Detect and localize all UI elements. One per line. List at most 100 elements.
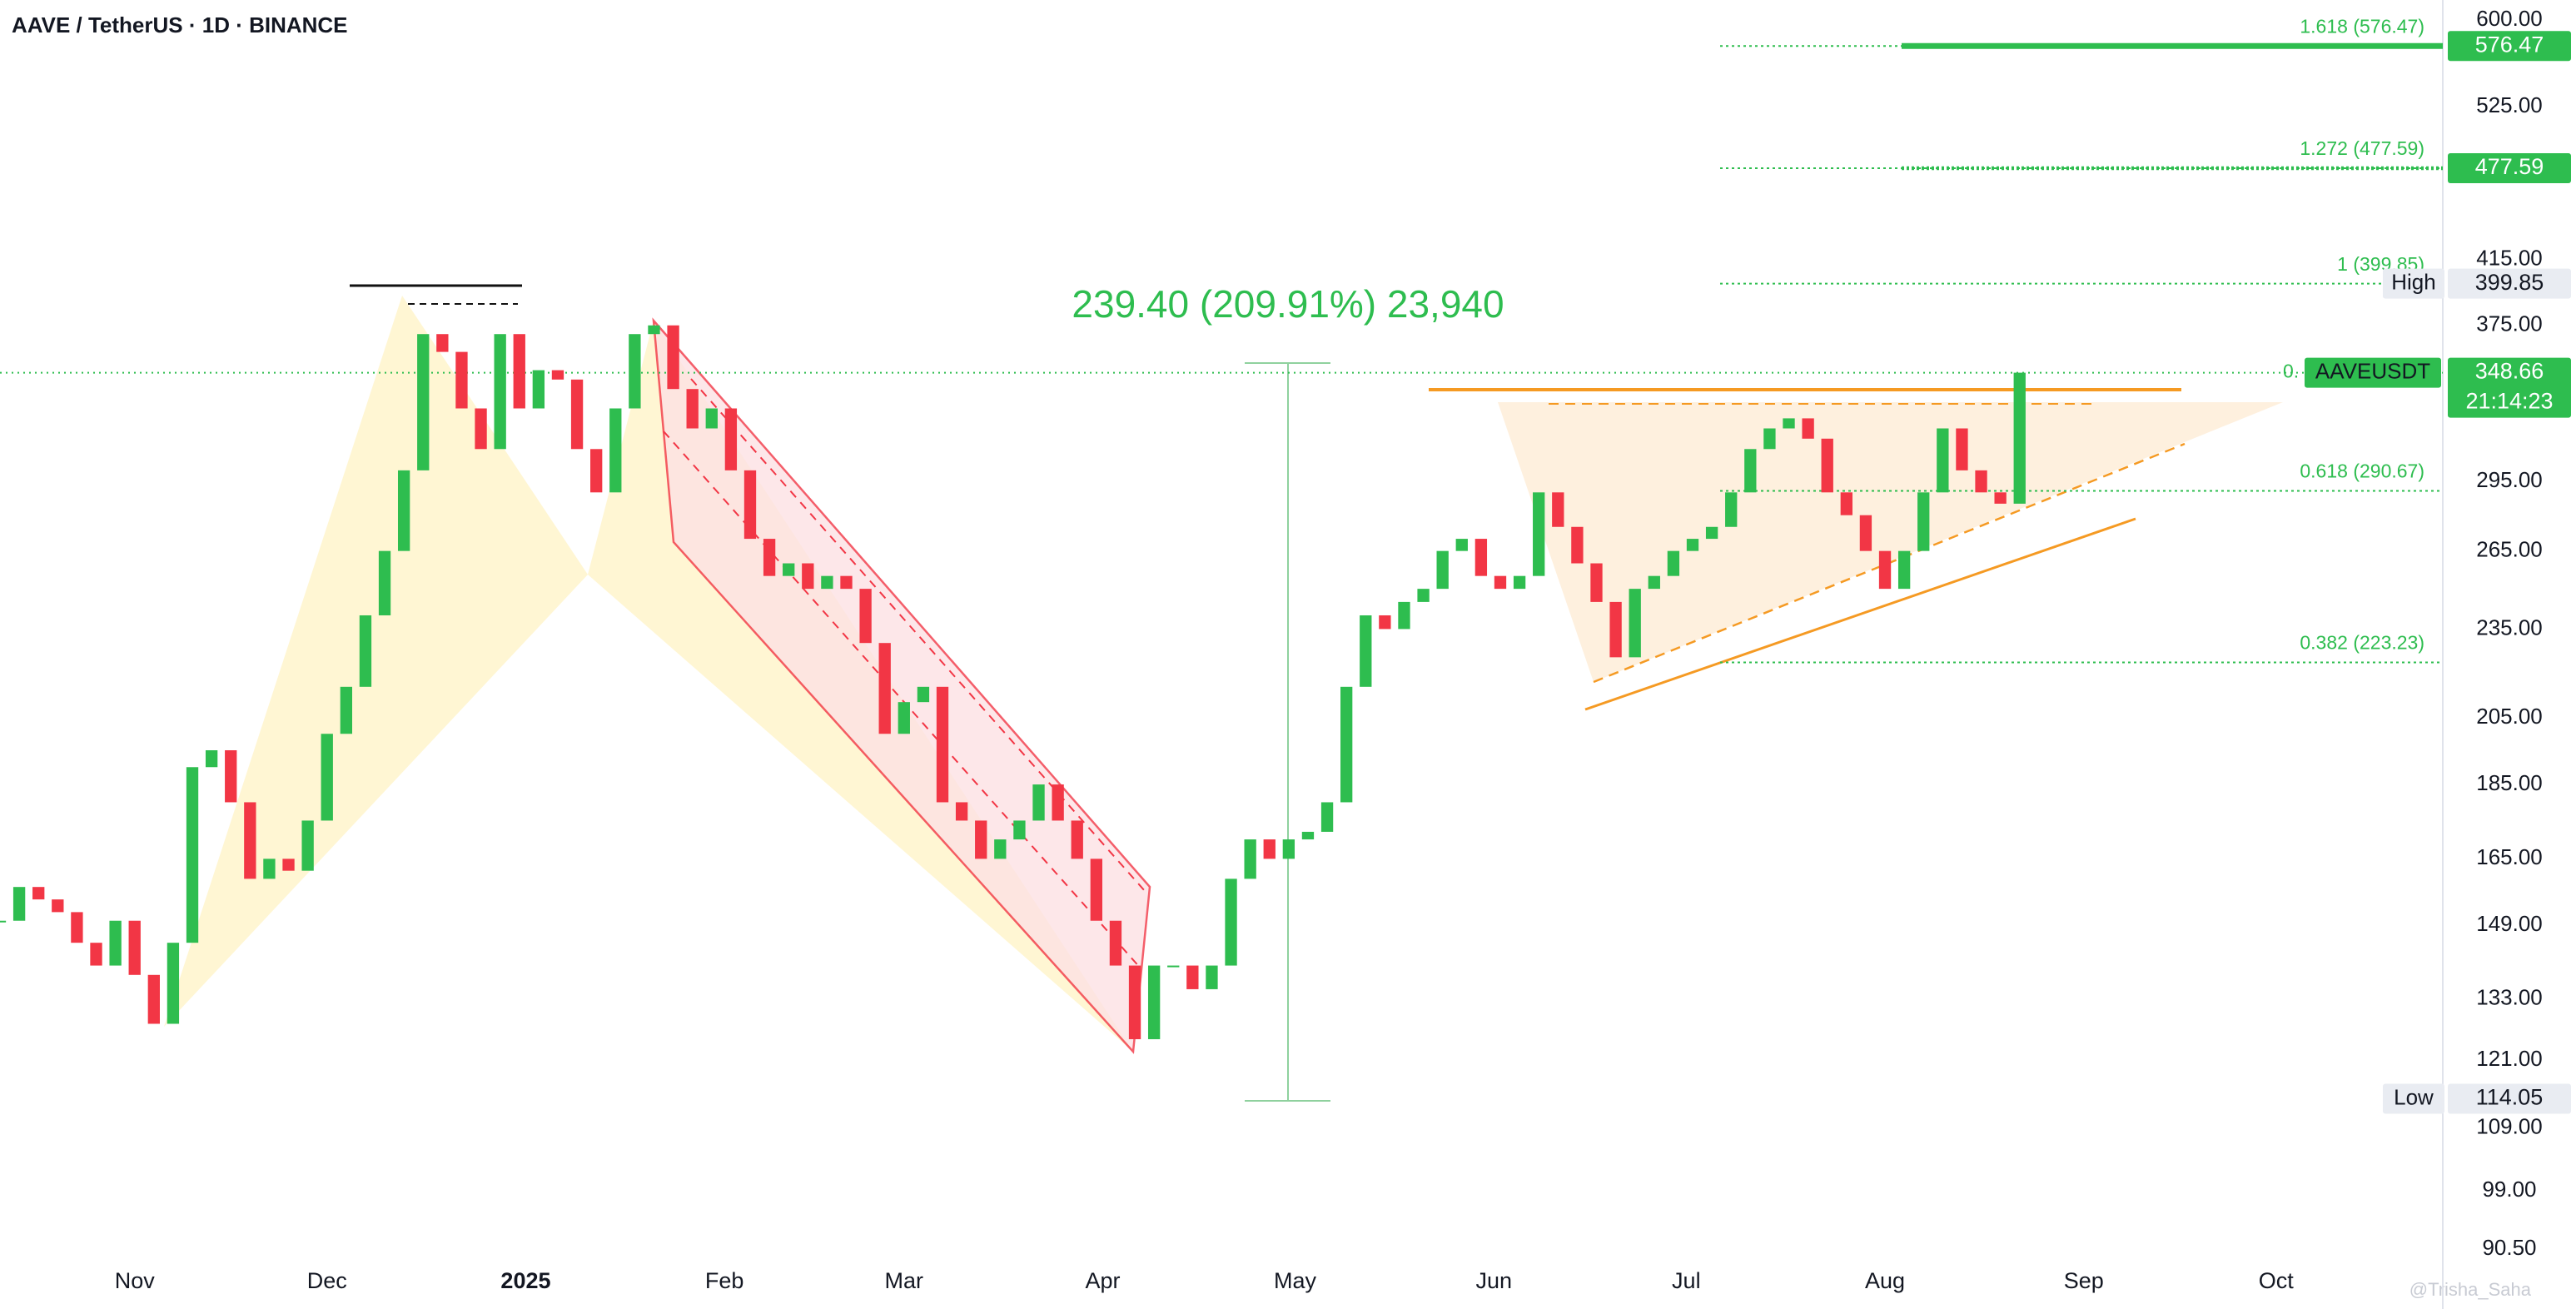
price-tag: [2448, 153, 2571, 184]
y-tick-label: 109.00: [2476, 1114, 2543, 1139]
descending-channel: [652, 317, 1151, 1054]
channel-line: [690, 378, 1146, 892]
candle-body: [975, 820, 987, 859]
y-tick-label: 165.00: [2476, 844, 2543, 869]
candle-body: [570, 379, 584, 450]
candle-body: [763, 539, 776, 576]
triangle-pattern: [1498, 402, 2283, 682]
x-tick-label: Oct: [2259, 1268, 2295, 1293]
price-tag-label: 114.05: [2476, 1085, 2544, 1110]
candle-body: [1590, 563, 1603, 602]
candle-body: [1878, 550, 1892, 590]
candle-body: [1552, 492, 1564, 527]
candle-body: [1705, 526, 1718, 540]
price-tag-label: 399.85: [2475, 270, 2544, 295]
y-tick-label: 149.00: [2476, 911, 2543, 936]
y-tick-label: 375.00: [2476, 311, 2543, 336]
candle-body: [282, 859, 295, 871]
y-tick-label: 235.00: [2476, 615, 2543, 640]
y-tick-label: 121.00: [2476, 1046, 2543, 1071]
candle-body: [1379, 615, 1391, 630]
candle-body: [494, 334, 506, 450]
y-tick-label: 133.00: [2476, 984, 2543, 1009]
price-tag: [2448, 268, 2571, 299]
x-tick-label: Jul: [1672, 1268, 1701, 1293]
y-tick-label: 295.00: [2476, 467, 2543, 492]
candle-body: [52, 899, 64, 913]
candle-body: [1648, 575, 1660, 590]
candle-body: [1109, 920, 1122, 966]
candle-body: [71, 912, 83, 943]
candle-body: [244, 802, 256, 879]
x-tick-label: Feb: [705, 1268, 744, 1293]
candle-body: [1320, 802, 1334, 832]
candle-body: [878, 643, 891, 734]
price-tag-label: 477.59: [2475, 154, 2544, 179]
candle-body: [1667, 550, 1680, 576]
candle-body: [1821, 438, 1833, 493]
x-tick-label: Sep: [2064, 1268, 2104, 1293]
candle-body: [1455, 539, 1468, 551]
candle-body: [1629, 589, 1641, 658]
channel-midline: [663, 431, 1142, 970]
candle-body: [1571, 526, 1584, 564]
candle-body: [1301, 831, 1315, 840]
candle-body: [1513, 575, 1526, 590]
candle-body: [1859, 515, 1872, 551]
high-label-box: [2383, 268, 2444, 299]
candle-body: [1686, 539, 1699, 551]
x-tick-label: Apr: [1086, 1268, 1121, 1293]
symbol-tag: AAVEUSDT: [2315, 358, 2430, 383]
candle-body: [551, 370, 564, 380]
candle-body: [378, 550, 391, 615]
measure-label: 239.40 (209.91%) 23,940: [1072, 282, 1504, 326]
candle-body: [1994, 492, 2007, 504]
drawings: [164, 284, 2283, 1102]
candle-body: [783, 563, 795, 576]
current-price: 348.66: [2475, 359, 2544, 384]
candle-body: [705, 408, 718, 429]
low-label: Low: [2394, 1084, 2434, 1109]
candle-body: [1917, 492, 1930, 551]
fib-label: 1.272 (477.59): [2300, 137, 2424, 159]
countdown: 21:14:23: [2465, 389, 2553, 414]
candle-body: [590, 449, 603, 493]
candle-body: [1128, 965, 1141, 1039]
candle-body: [1263, 839, 1276, 859]
candle-body: [1282, 839, 1295, 859]
candle-body: [321, 734, 333, 821]
candle-body: [205, 750, 218, 768]
candle-body: [1802, 418, 1814, 439]
candle-body: [1975, 470, 1987, 493]
candle-body: [1186, 965, 1199, 989]
candle-body: [90, 943, 102, 966]
candle-body: [1897, 550, 1911, 590]
y-tick-label: 205.00: [2476, 704, 2543, 729]
candle-body: [1494, 575, 1507, 590]
candle-body: [417, 334, 430, 470]
candle-body: [1340, 686, 1353, 803]
symbol-title: AAVE / TetherUS · 1D · BINANCE: [12, 12, 348, 37]
triangle-support: [1584, 517, 2136, 711]
candle-body: [1744, 449, 1757, 493]
high-label: High: [2391, 270, 2435, 295]
x-tick-label: Jun: [1476, 1268, 1513, 1293]
current-tag-box: [2448, 357, 2571, 418]
fib-label: 1.618 (576.47): [2300, 15, 2424, 37]
candle-body: [936, 686, 949, 803]
fib-cut-label: 0.: [2283, 361, 2299, 382]
candle-body: [0, 920, 7, 923]
candle-body: [1206, 965, 1218, 989]
candle-body: [917, 686, 930, 703]
x-tick-label: Dec: [307, 1268, 347, 1293]
candle-body: [1013, 820, 1026, 840]
candle-body: [225, 750, 237, 803]
candle-body: [1052, 784, 1064, 821]
candle-body: [1071, 820, 1083, 859]
candle-body: [609, 408, 622, 493]
candle-body: [1225, 878, 1237, 966]
candle-body: [1167, 965, 1180, 968]
y-tick-label: 415.00: [2476, 246, 2543, 271]
y-tick-label: 525.00: [2476, 92, 2543, 117]
candle-body: [1533, 492, 1545, 576]
